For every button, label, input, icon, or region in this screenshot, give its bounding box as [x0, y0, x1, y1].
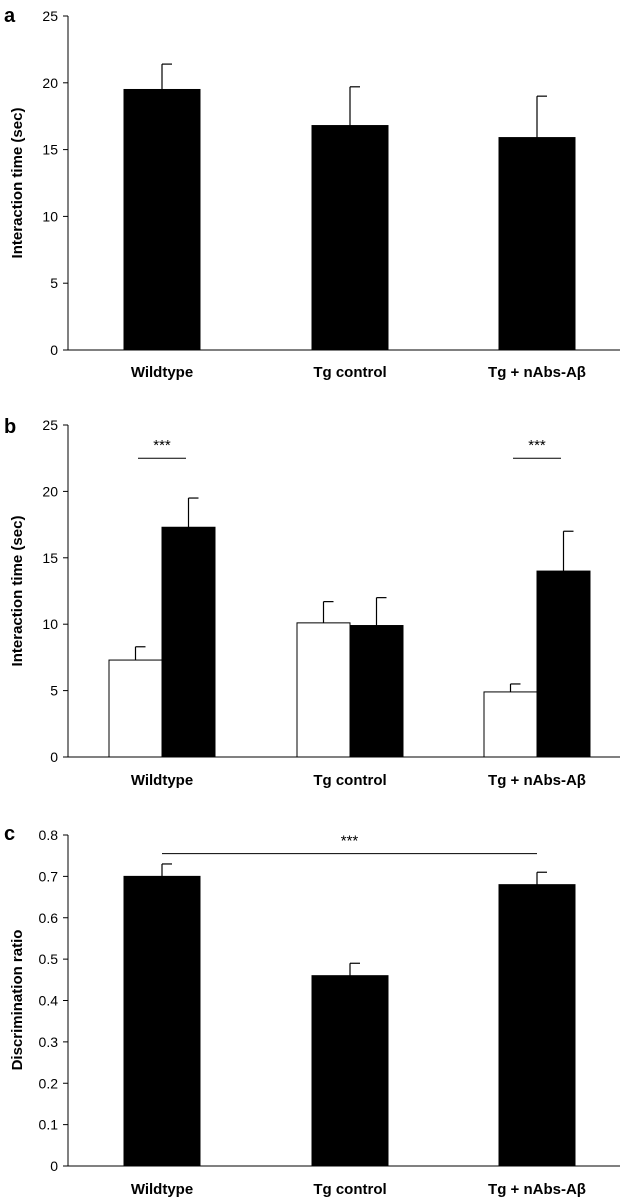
panel-a-y-tick-label: 5: [50, 275, 58, 291]
panel-a-bar: [498, 137, 576, 351]
panel-b-letter: b: [4, 416, 16, 438]
panel-b-category-label: Wildtype: [131, 772, 193, 789]
panel-a-category-label: Tg + nAbs-Aβ: [488, 364, 586, 381]
panel-c-bar: [123, 875, 201, 1167]
panel-b-y-tick-label: 20: [42, 483, 58, 499]
panel-b-y-tick-label: 10: [42, 616, 58, 632]
panel-c-plot: 0 0.1 0.2 0.3 0.4 0.5 0.6 0.7 0.8 Wildtype Tg cont…: [39, 827, 620, 1198]
panel-c-category-label: Tg + nAbs-Aβ: [488, 1181, 586, 1198]
panel-b-y-axis-title: Interaction time (sec): [9, 516, 26, 667]
panel-c-y-tick-label: 0.7: [39, 868, 59, 884]
panel-b-category-label: Tg + nAbs-Aβ: [488, 772, 586, 789]
panel-c-y-tick-label: 0.6: [39, 910, 59, 926]
panel-c-y-tick-label: 0.3: [39, 1034, 59, 1050]
panel-b-bar: [161, 526, 216, 758]
panel-a-y-tick-label: 0: [50, 342, 58, 358]
panel-b-bar: [108, 659, 163, 758]
panel-b-y-tick-label: 0: [50, 749, 58, 765]
panel-a-bar: [123, 88, 201, 351]
panel-a-category-label: Tg control: [313, 364, 386, 381]
panel-c-y-axis-title: Discrimination ratio: [9, 930, 26, 1071]
panel-a-bar: [311, 125, 389, 351]
panel-a-category-label: Wildtype: [131, 364, 193, 381]
panel-b-bar: [536, 570, 591, 758]
panel-c: c Discrimination ratio 00.10.20.30.40.50…: [4, 823, 620, 1198]
panel-a-y-tick-label: 25: [42, 8, 58, 24]
panel-c-y-tick-label: 0.2: [39, 1075, 59, 1091]
panel-c-y-tick-label: 0.4: [39, 993, 59, 1009]
panel-c-category-label: Tg control: [313, 1181, 386, 1198]
panel-c-bar: [498, 884, 576, 1167]
panel-b-significance-label: ***: [153, 437, 171, 454]
panel-c-category-label: Wildtype: [131, 1181, 193, 1198]
panel-b-bar: [296, 622, 351, 758]
panel-a-y-tick-label: 15: [42, 142, 58, 158]
panel-c-y-tick-label: 0.5: [39, 951, 59, 967]
panel-c-y-tick-label: 0.1: [39, 1117, 59, 1133]
panel-c-bar: [311, 975, 389, 1167]
panel-b-significance-label: ***: [528, 437, 546, 454]
panel-a-y-tick-label: 20: [42, 75, 58, 91]
panel-b-bar: [349, 625, 404, 758]
panel-b-y-tick-label: 5: [50, 683, 58, 699]
panel-c-letter: c: [4, 823, 15, 845]
panel-c-y-tick-label: 0.8: [39, 827, 59, 843]
panel-b-y-tick-label: 25: [42, 417, 58, 433]
panel-a-y-axis-title: Interaction time (sec): [9, 108, 26, 259]
panel-a-letter: a: [4, 5, 16, 27]
panel-c-significance-label: ***: [341, 833, 359, 850]
panel-b-plot: 0 5 10 15 20 25 Wildtype Tg control Tg + nAbs-Aβ…: [42, 417, 620, 789]
panel-b: b Interaction time (sec) 0 5 10 15 20 25 Wildt…: [4, 416, 620, 789]
panel-a-y-tick-label: 10: [42, 208, 58, 224]
panel-a: a Interaction time (sec) 0 5 10 15 20 25 Wildt…: [4, 5, 620, 381]
panel-a-plot: 0 5 10 15 20 25 Wildtype Tg control Tg + nAbs-Aβ: [42, 8, 620, 381]
panel-b-category-label: Tg control: [313, 772, 386, 789]
panel-c-y-tick-label: 0: [50, 1158, 58, 1174]
panel-b-bar: [483, 691, 538, 758]
panel-b-y-tick-label: 15: [42, 550, 58, 566]
